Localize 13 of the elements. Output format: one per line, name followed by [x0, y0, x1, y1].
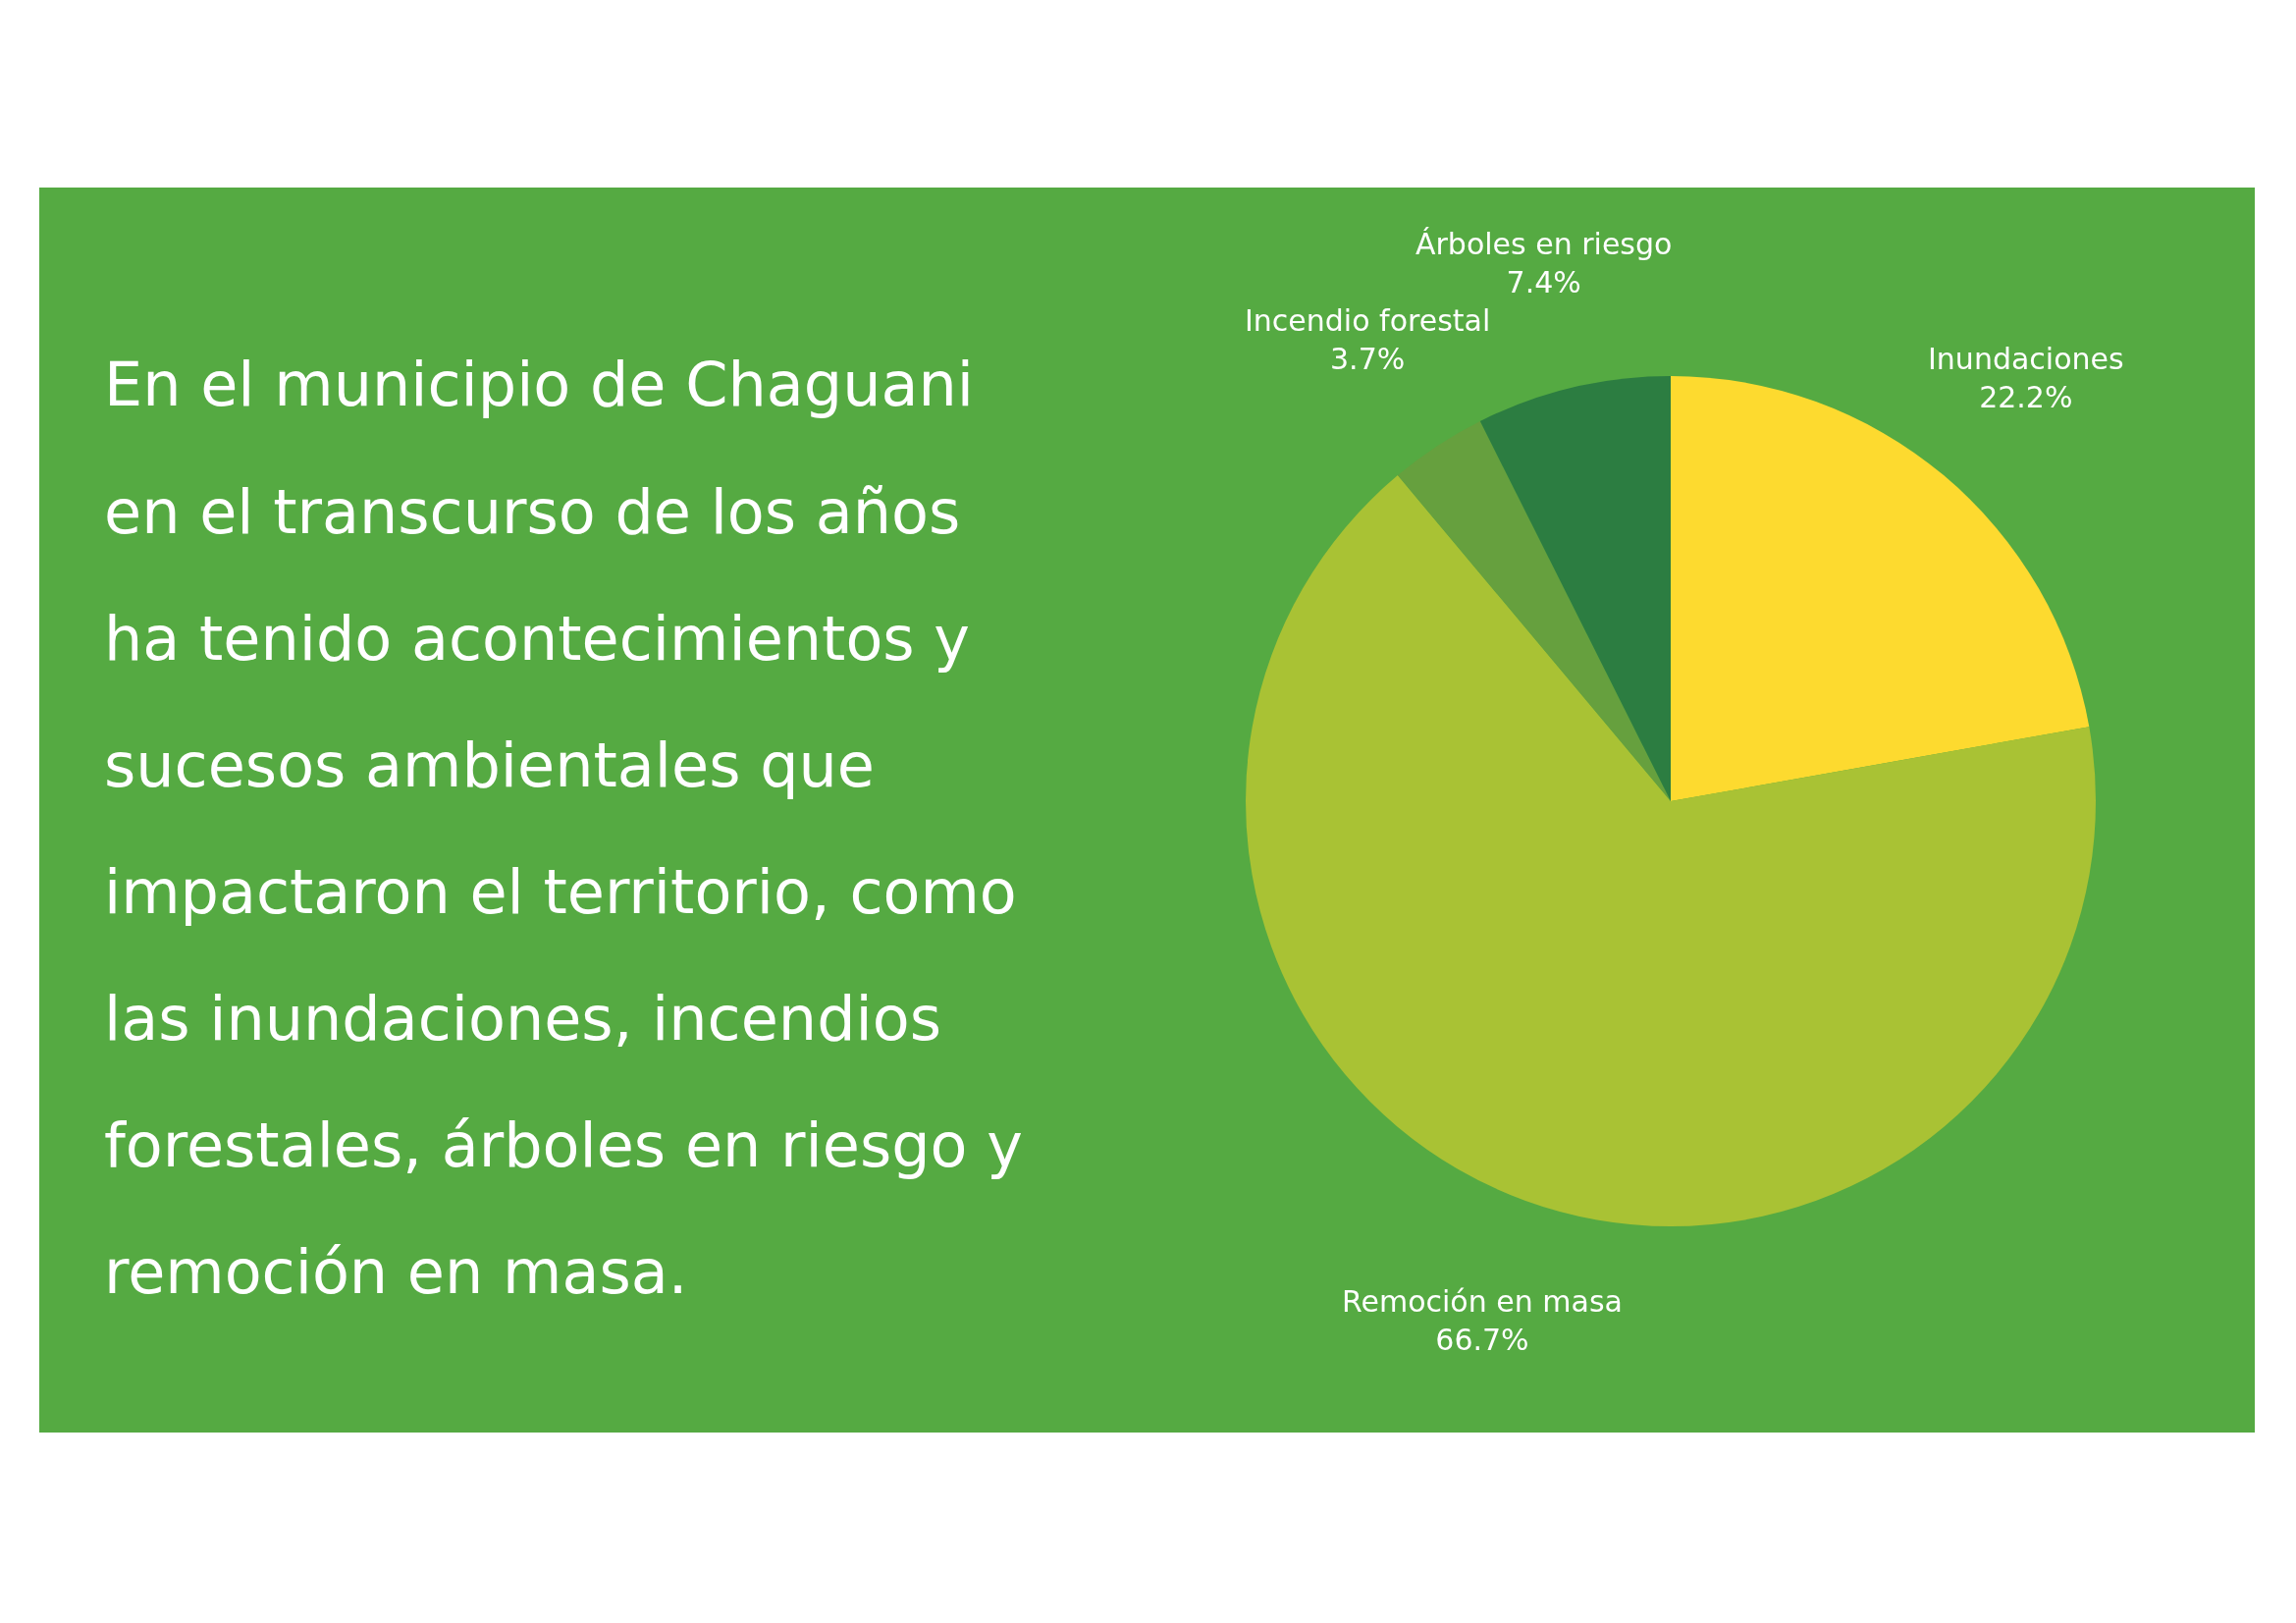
slice-label: Inundaciones	[1928, 342, 2124, 376]
slice-label: Remoción en masa	[1342, 1284, 1623, 1319]
slice-label: Incendio forestal	[1245, 303, 1491, 338]
pie-slice	[1246, 475, 2096, 1226]
data-label: 66.7%	[1435, 1323, 1529, 1357]
slice-label: Árboles en riesgo	[1415, 227, 1673, 261]
data-label: 7.4%	[1506, 265, 1581, 299]
data-label: 22.2%	[1979, 380, 2073, 414]
pie-slice	[1671, 376, 2090, 801]
text: En el municipio de Chaguani en el transcurso de los años ha tenido acontecimientos y sucesos ambientales que impactaron el territorio, como las inundaciones, incendios forestales, árboles en riesgo y remoción en masa.	[104, 349, 1023, 1308]
pie-slice	[1479, 376, 1671, 801]
pie-slice	[1397, 420, 1671, 801]
data-label: 3.7%	[1330, 342, 1406, 376]
